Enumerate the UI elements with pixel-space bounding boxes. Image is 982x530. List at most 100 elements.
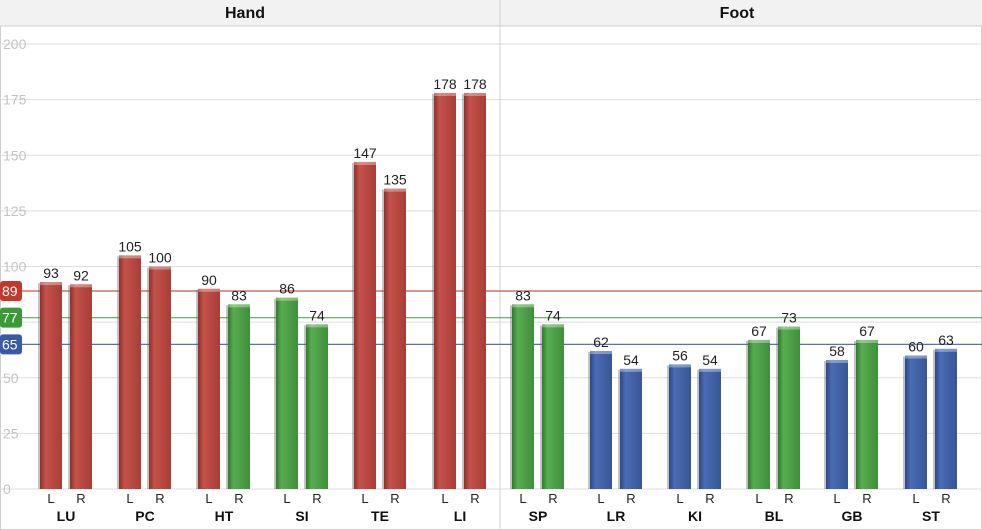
reference-label: 89: [2, 283, 18, 299]
category-label: TE: [371, 508, 389, 524]
side-label: R: [705, 491, 714, 506]
bar: [354, 161, 376, 490]
reference-label: 77: [2, 310, 18, 326]
category-label: SP: [529, 508, 548, 524]
panel-headers: Hand Foot: [0, 0, 982, 27]
bar: [228, 304, 250, 489]
bar: [905, 355, 927, 489]
bar-cap: [935, 348, 957, 352]
bar-cap: [70, 284, 92, 288]
bar-value-label: 54: [702, 352, 718, 368]
side-label: R: [234, 491, 243, 506]
category-label: ST: [922, 508, 940, 524]
bar: [542, 324, 564, 489]
bar-cap: [228, 304, 250, 308]
bar-value-label: 63: [938, 332, 954, 348]
side-label: R: [76, 491, 85, 506]
bar-value-label: 74: [309, 307, 325, 323]
labels: 93L92RLU105L100RPC90L83RHT86L74RSI147L13…: [43, 76, 954, 524]
bar-value-label: 73: [781, 310, 797, 326]
side-label: L: [833, 491, 840, 506]
bar-cap: [384, 188, 406, 192]
bar: [306, 324, 328, 489]
bar-value-label: 67: [859, 323, 875, 339]
y-tick-label: 100: [3, 259, 27, 275]
bar-cap: [748, 339, 770, 343]
bar-cap: [620, 368, 642, 372]
reference-badge: [0, 307, 22, 328]
bar-value-label: 86: [279, 281, 295, 297]
side-label: R: [470, 491, 479, 506]
bars: [38, 92, 957, 490]
side-label: R: [548, 491, 557, 506]
side-label: L: [755, 491, 762, 506]
side-label: R: [784, 491, 793, 506]
bar-cap: [464, 92, 486, 96]
side-label: R: [941, 491, 950, 506]
bar-value-label: 62: [593, 334, 609, 350]
bar: [198, 288, 220, 489]
bar-value-label: 67: [751, 323, 767, 339]
bar-cap: [434, 92, 456, 96]
bar: [70, 284, 92, 489]
category-label: LI: [454, 508, 466, 524]
y-tick-label: 150: [3, 147, 27, 163]
bar: [935, 348, 957, 489]
side-label: R: [390, 491, 399, 506]
side-label: L: [597, 491, 604, 506]
bar-value-label: 147: [353, 145, 377, 161]
bar: [384, 188, 406, 489]
y-axis-ticks: 0255075100125150175200: [3, 36, 27, 497]
side-label: L: [283, 491, 290, 506]
bar: [826, 359, 848, 489]
bar: [512, 304, 534, 489]
bar-value-label: 93: [43, 265, 59, 281]
bar-value-label: 83: [515, 287, 531, 303]
bar-cap: [354, 161, 376, 165]
panel-title-hand: Hand: [225, 5, 265, 22]
category-label: PC: [135, 508, 154, 524]
bar-cap: [40, 282, 62, 286]
y-tick-label: 0: [3, 481, 11, 497]
bar: [748, 339, 770, 489]
bar-cap: [198, 288, 220, 292]
y-tick-label: 125: [3, 203, 27, 219]
bar-value-label: 92: [73, 267, 89, 283]
reference-badge: [0, 280, 22, 301]
bar-value-label: 105: [118, 238, 142, 254]
bar: [40, 282, 62, 489]
y-tick-label: 200: [3, 36, 27, 52]
category-label: LU: [57, 508, 76, 524]
side-label: L: [519, 491, 526, 506]
y-tick-label: 50: [3, 370, 19, 386]
side-label: R: [626, 491, 635, 506]
category-label: BL: [765, 508, 784, 524]
bar-value-label: 135: [383, 172, 407, 188]
reference-badge: [0, 334, 22, 355]
bar: [464, 92, 486, 489]
bar: [778, 326, 800, 489]
bar-cap: [542, 324, 564, 328]
bar: [434, 92, 456, 489]
category-label: KI: [688, 508, 702, 524]
side-label: L: [361, 491, 368, 506]
bar-value-label: 54: [623, 352, 639, 368]
bar: [119, 255, 141, 489]
side-label: L: [441, 491, 448, 506]
side-label: L: [205, 491, 212, 506]
bar-value-label: 100: [148, 250, 172, 266]
bar-cap: [149, 266, 171, 270]
side-label: L: [126, 491, 133, 506]
bar-value-label: 74: [545, 307, 561, 323]
bar-cap: [856, 339, 878, 343]
reference-label: 65: [2, 336, 18, 352]
category-label: LR: [607, 508, 626, 524]
side-label: L: [47, 491, 54, 506]
bar-cap: [699, 368, 721, 372]
bar: [620, 368, 642, 489]
side-label: R: [312, 491, 321, 506]
bar-value-label: 56: [672, 347, 688, 363]
side-label: L: [912, 491, 919, 506]
bar-value-label: 90: [201, 272, 217, 288]
